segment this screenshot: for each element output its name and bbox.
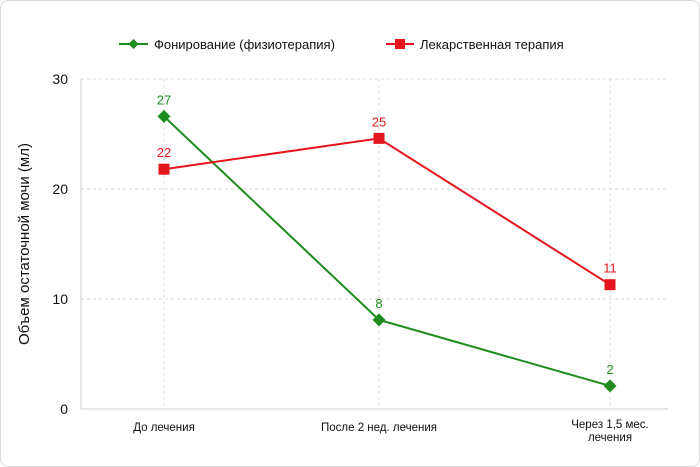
x-tick-labels: До лечения После 2 нед. лечения Через 1,5 …: [133, 419, 649, 444]
data-label: 27: [157, 92, 171, 107]
series-line: [163, 137, 611, 286]
y-axis-label: Объем остаточной мочи (мл): [16, 143, 33, 345]
legend-label: Лекарственная терапия: [420, 37, 564, 52]
data-label: 8: [375, 296, 382, 311]
data-label: 11: [603, 261, 617, 276]
legend-marker-diamond: [128, 39, 139, 49]
legend-marker-square: [395, 39, 405, 49]
data-point-square: [373, 132, 385, 144]
x-tick-label: лечения: [588, 432, 632, 444]
data-point-square: [604, 279, 616, 291]
legend: Фонирование (физиотерапия) Лекарственная …: [119, 37, 564, 52]
y-tick-label: 30: [52, 71, 68, 87]
data-point-square: [158, 163, 170, 175]
data-point-diamond: [157, 109, 171, 123]
y-tick-label: 0: [60, 401, 68, 417]
series-line: [163, 115, 611, 387]
y-tick-labels: 0 10 20 30: [52, 71, 68, 417]
data-label: 22: [157, 145, 171, 160]
data-label: 25: [372, 114, 386, 129]
y-tick-label: 20: [52, 181, 68, 197]
data-point-diamond: [603, 379, 617, 393]
data-label: 2: [606, 362, 613, 377]
x-tick-label: Через 1,5 мес.: [571, 419, 649, 431]
legend-label: Фонирование (физиотерапия): [154, 37, 335, 52]
y-tick-label: 10: [52, 291, 68, 307]
axes: [80, 79, 668, 410]
x-tick-label: После 2 нед. лечения: [321, 422, 437, 434]
x-tick-label: До лечения: [133, 422, 195, 434]
data-point-diamond: [372, 313, 386, 327]
